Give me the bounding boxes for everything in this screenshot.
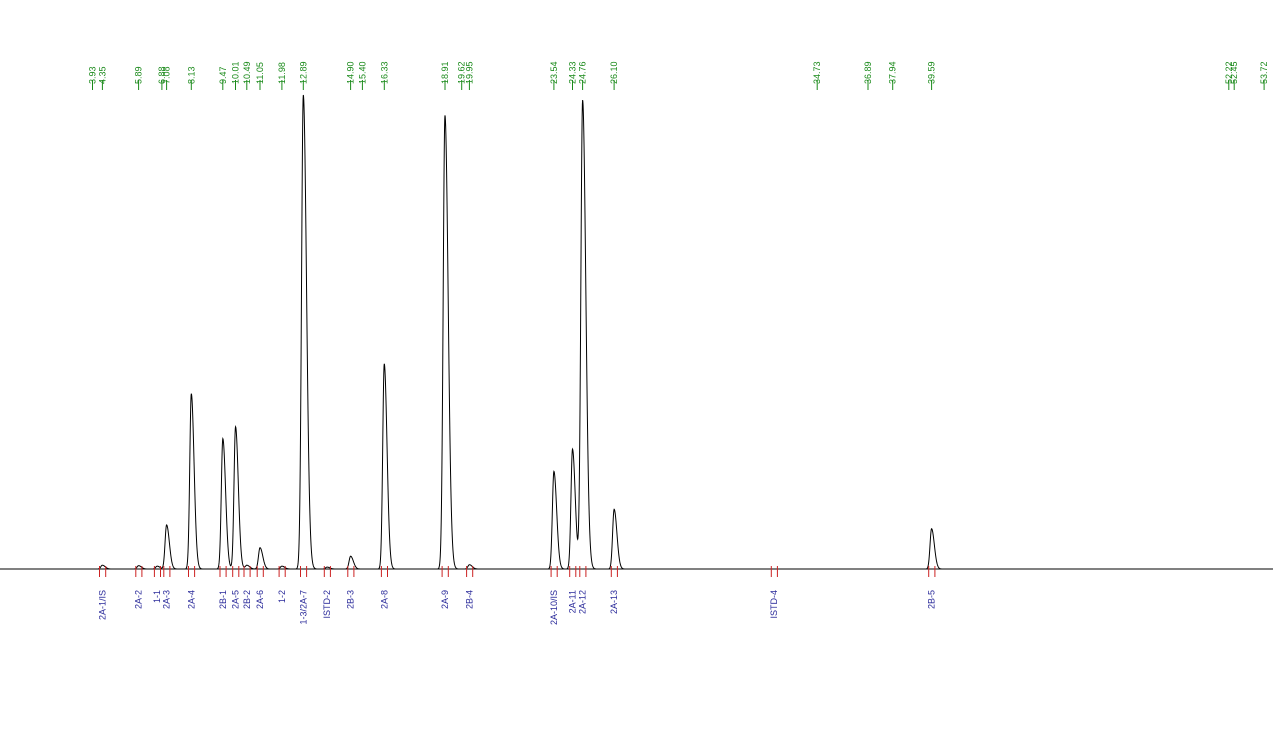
peak-label: 2B-2 bbox=[242, 590, 252, 609]
peak-label: 2A-10/IS bbox=[549, 590, 559, 625]
peak-label: 2A-11 bbox=[568, 590, 578, 613]
retention-time-ticks bbox=[92, 80, 1265, 90]
peak-label: 2A-3 bbox=[162, 590, 172, 609]
peak-label: 2A-13 bbox=[609, 590, 619, 614]
retention-time-label: 52.22 bbox=[1224, 61, 1234, 84]
peak-label: 1-2 bbox=[277, 590, 287, 603]
peak-labels: 2A-1/IS 2A-2 1-1 2A-3 2A-4 2B-1 2A-5 2B-2 2A-6 1-… bbox=[97, 590, 936, 625]
retention-time-label: 11.98 bbox=[277, 62, 287, 84]
retention-time-label: 12.89 bbox=[298, 61, 308, 84]
peak-label: 2A-2 bbox=[134, 590, 144, 609]
peak-label: 2A-5 bbox=[231, 590, 241, 609]
retention-time-label: 39.59 bbox=[927, 61, 937, 84]
retention-time-label: 23.54 bbox=[549, 61, 559, 84]
peak-label: 2B-3 bbox=[346, 590, 356, 609]
retention-time-label: 24.33 bbox=[568, 61, 578, 84]
retention-time-label: 3.93 bbox=[88, 66, 98, 84]
retention-time-label: 16.33 bbox=[379, 61, 389, 84]
retention-time-label: 53.72 bbox=[1259, 61, 1269, 84]
peak-label: 2A-8 bbox=[379, 590, 389, 609]
retention-time-label: 5.89 bbox=[134, 66, 144, 84]
retention-time-label: 52.45 bbox=[1229, 61, 1239, 84]
retention-time-label: 26.10 bbox=[609, 61, 619, 84]
chromatogram-trace bbox=[0, 94, 1273, 570]
retention-time-label: 4.35 bbox=[97, 66, 107, 84]
peak-label: 1-3/2A-7 bbox=[298, 590, 308, 625]
retention-time-label: 7.08 bbox=[162, 66, 172, 84]
peak-label: 2B-1 bbox=[218, 590, 228, 609]
peak-label: ISTD-4 bbox=[769, 590, 779, 619]
peak-label: ISTD-2 bbox=[322, 590, 332, 619]
retention-time-label: 19.62 bbox=[457, 61, 467, 84]
retention-time-label: 10.49 bbox=[242, 61, 252, 84]
retention-time-label: 14.90 bbox=[346, 61, 356, 84]
retention-time-label: 10.01 bbox=[231, 61, 241, 84]
retention-time-label: 36.89 bbox=[863, 61, 873, 84]
retention-time-label: 34.73 bbox=[812, 61, 822, 84]
retention-time-label: 37.94 bbox=[888, 61, 898, 84]
retention-time-label: 24.76 bbox=[578, 61, 588, 84]
peak-label: 2A-6 bbox=[255, 590, 265, 609]
peak-label: 2A-12 bbox=[578, 590, 588, 614]
peak-label: 2B-4 bbox=[464, 590, 474, 609]
retention-time-label: 19.95 bbox=[464, 61, 474, 84]
retention-time-label: 8.13 bbox=[186, 66, 196, 84]
peak-label: 2B-5 bbox=[927, 590, 937, 609]
peak-label: 2A-4 bbox=[186, 590, 196, 609]
integration-marks bbox=[99, 566, 936, 577]
retention-time-label: 9.47 bbox=[218, 66, 228, 84]
peak-label: 1-1 bbox=[152, 590, 162, 603]
retention-time-label: 18.91 bbox=[440, 61, 450, 84]
retention-time-labels: 3.93 4.35 5.89 6.887.08 8.13 9.47 10.01 10.49 11… bbox=[88, 61, 1270, 84]
retention-time-label: 6.88 bbox=[157, 66, 167, 84]
retention-time-label: 15.40 bbox=[357, 61, 367, 84]
retention-time-label: 11.05 bbox=[255, 62, 265, 84]
peak-label: 2A-9 bbox=[440, 590, 450, 609]
peak-label: 2A-1/IS bbox=[97, 590, 107, 620]
